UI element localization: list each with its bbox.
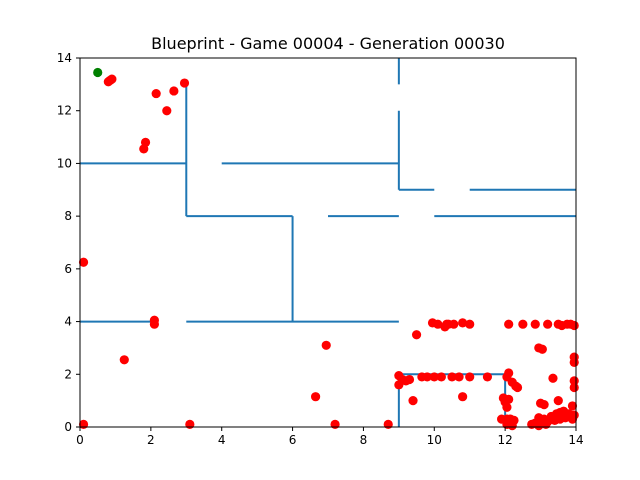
agent-point [482, 372, 493, 382]
agent-point [162, 106, 172, 116]
agent-point [78, 257, 89, 267]
agent-point [404, 374, 415, 385]
agent-point [560, 413, 570, 423]
y-tick-label: 8 [64, 209, 72, 223]
agent-point [139, 144, 149, 154]
y-tick-label: 14 [57, 51, 72, 65]
agent-point [119, 355, 129, 365]
agent-point [321, 340, 331, 350]
agent-point [447, 372, 457, 382]
agent-point [504, 319, 514, 329]
x-tick-label: 0 [76, 433, 84, 447]
agent-point [569, 320, 579, 331]
agent-point [504, 394, 514, 404]
x-tick-label: 10 [427, 433, 442, 447]
agent-point [436, 372, 446, 382]
x-tick-label: 4 [218, 433, 226, 447]
agent-point [539, 399, 549, 410]
agent-point [567, 414, 578, 424]
agent-point [518, 319, 528, 329]
y-tick-label: 4 [64, 315, 72, 329]
agent-point [465, 372, 475, 382]
x-tick-label: 8 [360, 433, 368, 447]
agent-point [179, 78, 190, 88]
agent-point [458, 318, 468, 328]
agent-point [185, 419, 195, 429]
agent-point [465, 319, 475, 329]
agent-point [149, 319, 159, 329]
agent-point [458, 392, 468, 402]
agent-point [105, 75, 115, 86]
agent-point [408, 396, 418, 406]
agent-point [394, 380, 404, 390]
x-tick-label: 14 [568, 433, 583, 447]
agent-point [169, 86, 179, 96]
agent-point [569, 382, 579, 393]
agent-point [311, 392, 321, 402]
x-tick-label: 12 [498, 433, 513, 447]
goal-point [93, 67, 103, 78]
agent-point [512, 382, 523, 393]
agent-points [78, 67, 579, 431]
agent-point [383, 419, 393, 429]
y-tick-label: 10 [57, 156, 72, 170]
agent-point [411, 330, 422, 340]
y-tick-label: 12 [57, 104, 72, 118]
y-tick-label: 0 [64, 420, 72, 434]
agent-point [443, 319, 454, 329]
agent-point [454, 372, 464, 382]
agent-point [151, 88, 161, 99]
agent-point [569, 357, 579, 368]
agent-point [543, 319, 553, 329]
axes-frame [79, 57, 577, 428]
plot-frame [79, 57, 577, 428]
y-tick-label: 2 [64, 367, 72, 381]
agent-point [422, 372, 432, 382]
agent-point [330, 419, 340, 429]
agent-point [567, 401, 578, 411]
agent-point [502, 402, 512, 412]
agent-point [507, 421, 517, 431]
x-tick-label: 2 [147, 433, 155, 447]
agent-point [539, 414, 549, 424]
y-tick-label: 6 [64, 262, 72, 276]
agent-point [530, 319, 540, 329]
chart-title: Blueprint - Game 00004 - Generation 0003… [151, 34, 505, 53]
maze-walls [80, 58, 576, 427]
agent-point [537, 344, 547, 354]
agent-point [504, 368, 514, 378]
agent-point [548, 373, 558, 383]
axis-ticks: 0 2 4 6 8 10 12 14 0 2 4 6 8 10 12 14 [57, 51, 584, 447]
agent-point [569, 376, 579, 386]
agent-point [433, 319, 443, 329]
x-tick-label: 6 [289, 433, 297, 447]
agent-point [429, 372, 439, 382]
agent-point [553, 396, 563, 406]
